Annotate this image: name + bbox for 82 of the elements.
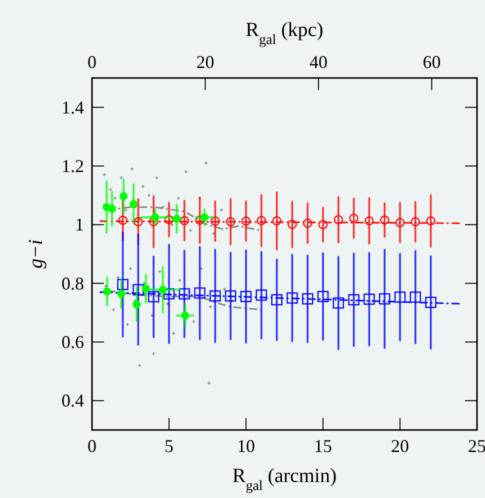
- point: [302, 293, 314, 304]
- point: [348, 294, 360, 306]
- point: [210, 216, 220, 226]
- point: [117, 278, 128, 290]
- point: [164, 215, 174, 224]
- point: [210, 290, 221, 302]
- x2-tick-label: 20: [196, 52, 214, 72]
- point: [103, 288, 112, 296]
- point: [117, 290, 126, 298]
- point: [226, 217, 236, 226]
- x-tick-label: 25: [468, 436, 485, 456]
- point: [272, 216, 282, 226]
- point: [334, 215, 343, 224]
- point: [188, 228, 192, 232]
- y-tick-label: 0.8: [62, 273, 84, 294]
- point: [195, 216, 204, 225]
- point: [207, 381, 211, 385]
- point: [204, 161, 208, 165]
- y-tick-label: 0.6: [62, 332, 84, 352]
- point: [149, 217, 158, 226]
- x-tick-label: 20: [391, 436, 409, 456]
- y-tick-label: 1: [75, 214, 84, 235]
- point: [132, 284, 144, 296]
- x2-axis-title: R$_{gal}$ (kpc): [246, 19, 324, 48]
- point: [192, 320, 196, 324]
- point: [240, 290, 252, 302]
- point: [425, 296, 436, 308]
- point: [286, 292, 298, 304]
- point: [395, 218, 405, 228]
- point: [134, 217, 143, 226]
- point: [410, 217, 420, 226]
- point: [194, 287, 206, 299]
- y-tick-label: 1.2: [62, 156, 84, 176]
- point: [184, 170, 188, 174]
- point: [364, 216, 374, 226]
- point: [332, 297, 344, 309]
- point: [200, 213, 208, 222]
- y-tick-label: 0.4: [62, 390, 84, 411]
- point: [151, 213, 160, 222]
- point: [364, 294, 375, 305]
- point: [349, 214, 358, 223]
- point: [271, 294, 282, 306]
- point: [124, 208, 128, 212]
- point: [288, 220, 297, 229]
- y-tick-label: 1.4: [62, 97, 84, 118]
- point: [394, 292, 406, 303]
- point: [318, 220, 328, 230]
- point: [303, 218, 312, 228]
- point: [379, 293, 390, 304]
- point: [120, 192, 128, 200]
- point: [148, 291, 160, 302]
- x2-tick-label: 0: [88, 52, 96, 72]
- point: [142, 284, 150, 293]
- point: [225, 290, 236, 302]
- point: [410, 292, 421, 303]
- x-tick-label: 15: [314, 436, 332, 456]
- point: [317, 290, 329, 302]
- point: [380, 215, 390, 225]
- x2-tick-label: 60: [422, 52, 441, 72]
- point: [132, 300, 141, 308]
- point: [130, 167, 134, 171]
- point: [426, 216, 436, 226]
- point: [256, 216, 266, 226]
- x-tick-label: 5: [164, 436, 174, 456]
- point: [158, 286, 167, 294]
- y-axis-title: g−i: [25, 239, 47, 269]
- point: [256, 289, 267, 301]
- point: [126, 322, 130, 326]
- x-tick-label: 10: [237, 436, 255, 456]
- point: [130, 200, 138, 208]
- point: [241, 216, 251, 226]
- point: [180, 216, 189, 226]
- x2-tick-label: 40: [309, 52, 328, 72]
- point: [108, 204, 116, 213]
- point: [118, 216, 128, 225]
- x-tick-label: 0: [88, 436, 96, 456]
- point: [219, 208, 224, 212]
- x-axis-title: R$_{gal}$ (arcmin): [232, 465, 337, 494]
- point: [181, 312, 190, 320]
- point: [163, 288, 175, 300]
- point: [178, 288, 190, 300]
- point: [108, 188, 112, 192]
